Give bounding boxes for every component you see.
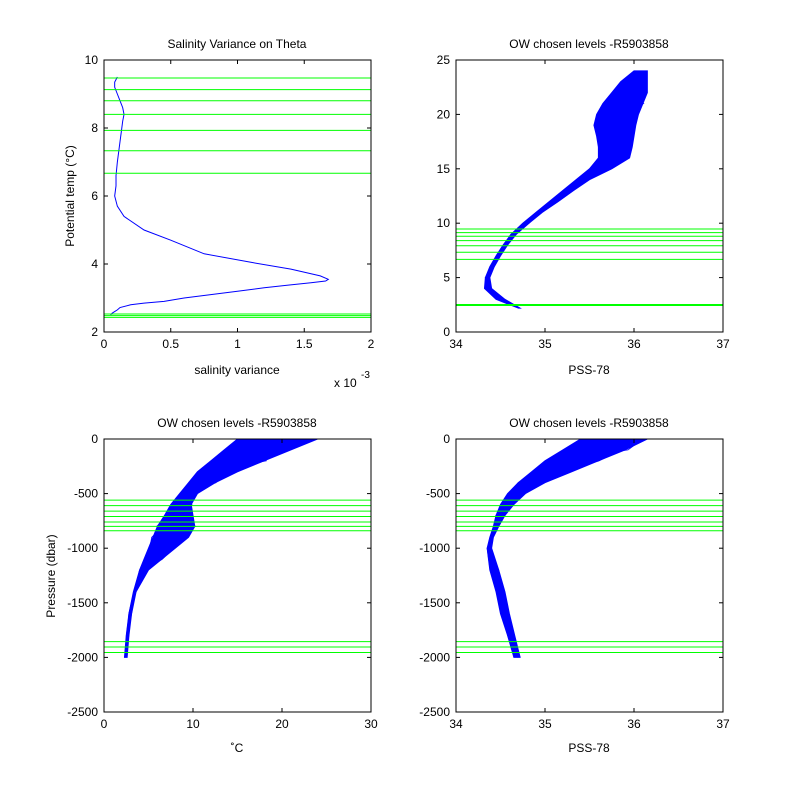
y-tick-label: 15 [437,162,451,176]
x-tick-label: 0 [101,717,108,731]
x-tick-label: 1.5 [296,337,313,351]
y-axis-label: Pressure (dbar) [44,534,58,617]
x-axis-label: ˚C [231,741,244,755]
x-tick-label: 36 [627,337,641,351]
profile-line [487,439,632,658]
y-tick-label: 0 [443,432,450,446]
y-tick-label: -2500 [67,705,98,719]
plot-title: OW chosen levels -R5903858 [509,37,669,51]
x-tick-label: 1 [234,337,241,351]
x-tick-label: 0 [101,337,108,351]
x-axis-exponent-label: x 10 [334,376,357,390]
x-axis-label: PSS-78 [568,363,610,377]
y-tick-label: -2000 [67,650,98,664]
plot-title: OW chosen levels -R5903858 [157,416,317,430]
x-tick-label: 35 [538,337,552,351]
x-tick-label: 37 [716,337,730,351]
y-tick-label: 0 [443,325,450,339]
y-tick-label: 4 [91,257,98,271]
y-tick-label: 25 [437,53,451,67]
x-tick-label: 20 [275,717,289,731]
y-tick-label: 10 [437,216,451,230]
y-tick-label: 10 [85,53,99,67]
y-tick-label: 0 [91,432,98,446]
profile-line [489,439,612,658]
profile-line [488,439,625,658]
x-tick-label: 34 [449,337,463,351]
y-tick-label: -1000 [67,541,98,555]
x-tick-label: 37 [716,717,730,731]
y-tick-label: 8 [91,121,98,135]
x-tick-label: 34 [449,717,463,731]
theta-salinity-panel: OW chosen levels -R5903858 PSS-78 34 35 36… [437,37,730,377]
variance-profile-line [110,76,330,316]
profile-line [490,439,643,658]
profile-envelope [123,439,318,658]
axes-box [455,59,724,333]
profile-line [485,70,645,309]
profile-line [487,70,645,309]
profile-line [487,70,647,309]
y-tick-label: 6 [91,189,98,203]
x-axis-label: PSS-78 [568,741,610,755]
salinity-variance-panel: Salinity Variance on Theta salinity vari… [63,37,375,390]
x-tick-label: 10 [186,717,200,731]
x-tick-label: 35 [538,717,552,731]
plot-area [104,76,371,318]
y-tick-label: -2500 [419,705,450,719]
x-tick-label: 2 [368,337,375,351]
plot-area [456,70,723,309]
y-tick-label: 2 [91,325,98,339]
y-tick-label: -1500 [419,596,450,610]
salinity-pressure-panel: OW chosen levels -R5903858 PSS-78 34 35 36… [419,416,730,755]
plot-area [456,439,723,658]
x-tick-label: 36 [627,717,641,731]
plot-area [104,439,371,658]
x-axis-label: salinity variance [194,363,280,377]
y-tick-label: -500 [74,487,98,501]
y-tick-label: -1000 [419,541,450,555]
y-tick-label: 20 [437,107,451,121]
axes-box [103,438,372,713]
y-axis-label: Potential temp (°C) [63,145,77,247]
x-axis-exponent: -3 [361,370,370,381]
y-tick-label: -2000 [419,650,450,664]
x-tick-label: 30 [364,717,378,731]
plot-title: Salinity Variance on Theta [168,37,307,51]
y-tick-label: -500 [426,487,450,501]
temperature-pressure-panel: OW chosen levels -R5903858 ˚C Pressure (… [44,416,378,755]
plot-title: OW chosen levels -R5903858 [509,416,669,430]
y-tick-label: 5 [443,271,450,285]
y-tick-label: -1500 [67,596,98,610]
axes-box [455,438,724,713]
x-tick-label: 0.5 [162,337,179,351]
